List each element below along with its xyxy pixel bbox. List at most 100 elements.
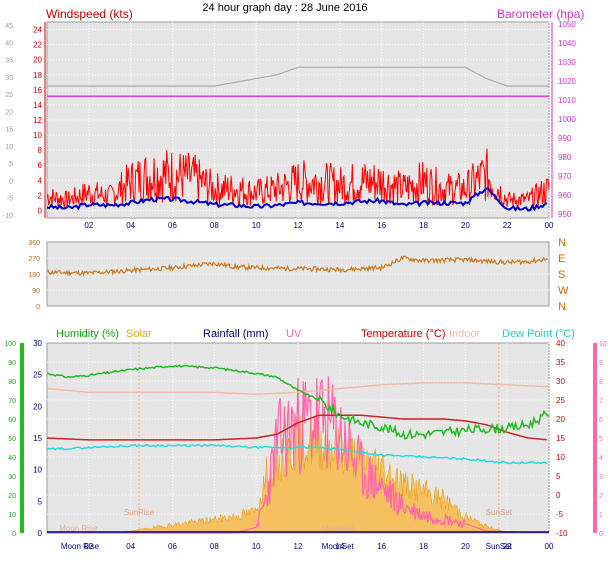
legend-dewpoint: Dew Point (°C) <box>502 328 575 340</box>
legend-indoor: Indoor <box>449 328 481 340</box>
uv-tick-label: 9 <box>599 360 603 367</box>
gust-tick-label: 30 <box>5 75 13 82</box>
x-tick-label: 18 <box>419 221 428 230</box>
direction-tick-label: 360 <box>28 240 40 247</box>
avg-windspeed-line <box>46 187 548 212</box>
humidity-axis-bar <box>20 343 24 533</box>
uv-tick-label: 0 <box>599 531 603 538</box>
rain-tick-label: 30 <box>33 339 42 348</box>
direction-compass-label: E <box>558 253 565 265</box>
x-tick-label: 06 <box>168 221 177 230</box>
x-tick-label: 16 <box>377 542 386 551</box>
rain-tick-label: 5 <box>38 497 43 506</box>
x-tick-label: 14 <box>335 542 344 551</box>
humidity-tick-label: 20 <box>8 493 16 500</box>
gust-tick-label: 0 <box>9 178 13 185</box>
x-moonset-label: MoonSet <box>322 542 355 551</box>
wind-tick-label: 20 <box>33 56 42 65</box>
temp-tick-label: 25 <box>556 396 565 405</box>
x-tick-label: 14 <box>335 221 344 230</box>
rain-tick-label: 20 <box>33 402 42 411</box>
gust-tick-label: 20 <box>5 109 13 116</box>
wind-axes: 242220181614121086420454035302520151050-… <box>3 20 576 230</box>
rain-tick-label: 25 <box>33 371 42 380</box>
sunset-label: SunSet <box>486 508 513 517</box>
gust-tick-label: 15 <box>5 127 13 134</box>
uv-tick-label: 1 <box>599 512 603 519</box>
uv-tick-label: 8 <box>599 379 603 386</box>
wind-tick-label: 12 <box>33 116 42 125</box>
rain-tick-label: 0 <box>38 529 43 538</box>
gust-line <box>47 66 549 87</box>
direction-compass-label: N <box>558 301 566 313</box>
direction-compass-label: N <box>558 237 566 249</box>
uv-tick-label: 2 <box>599 493 603 500</box>
rain-tick-label: 15 <box>33 434 42 443</box>
x-tick-label: 22 <box>503 542 512 551</box>
direction-plot-area <box>46 241 550 307</box>
x-tick-label: 04 <box>126 221 135 230</box>
uv-tick-label: 7 <box>599 398 603 405</box>
dewpoint-line <box>46 443 548 465</box>
x-tick-label: 08 <box>210 542 219 551</box>
rain-tick-label: 10 <box>33 466 42 475</box>
temp-tick-label: 5 <box>556 472 561 481</box>
x-tick-label: 00 <box>545 542 554 551</box>
x-moonrise-label: Moon Rise <box>61 542 100 551</box>
uv-tick-label: 4 <box>599 455 603 462</box>
gust-tick-label: -10 <box>3 213 13 220</box>
direction-series <box>46 255 549 277</box>
uv-line <box>47 376 548 534</box>
wind-tick-label: 14 <box>33 101 42 110</box>
wind-tick-label: 22 <box>33 41 42 50</box>
wind-tick-label: 8 <box>38 146 43 155</box>
legend-uv: UV <box>286 328 302 340</box>
x-sunset-label: SunSet <box>486 542 513 551</box>
humidity-tick-label: 100 <box>4 341 16 348</box>
uv-tick-label: 6 <box>599 417 603 424</box>
gust-tick-label: 25 <box>5 92 13 99</box>
weather-series: SunRise SunSet Moon Rise MoonSet <box>46 343 550 534</box>
gust-tick-label: 40 <box>5 40 13 47</box>
gust-tick-label: 35 <box>5 58 13 65</box>
uv-tick-label: 5 <box>599 436 603 443</box>
x-tick-label: 18 <box>419 542 428 551</box>
humidity-tick-label: 80 <box>8 379 16 386</box>
temp-tick-label: 0 <box>556 491 561 500</box>
x-tick-label: 12 <box>294 542 303 551</box>
page-title: 24 hour graph day : 28 June 2016 <box>202 2 367 14</box>
barometer-tick-label: 1040 <box>558 39 576 48</box>
x-tick-label: 08 <box>210 221 219 230</box>
x-tick-label: 00 <box>545 221 554 230</box>
gust-tick-label: 45 <box>5 23 13 30</box>
wind-tick-label: 0 <box>38 206 43 215</box>
x-tick-label: 06 <box>168 542 177 551</box>
humidity-line <box>46 364 550 441</box>
temp-tick-label: -5 <box>556 510 564 519</box>
direction-line <box>46 255 549 277</box>
legend-rainfall: Rainfall (mm) <box>203 328 268 340</box>
barometer-tick-label: 990 <box>558 134 572 143</box>
wind-tick-label: 16 <box>33 86 42 95</box>
moonrise-label: Moon Rise <box>59 524 98 533</box>
direction-compass-label: W <box>558 285 569 297</box>
x-tick-label: 10 <box>252 221 261 230</box>
legend-solar: Solar <box>126 328 152 340</box>
wind-tick-label: 2 <box>38 191 43 200</box>
humidity-tick-label: 90 <box>8 360 16 367</box>
humidity-tick-label: 40 <box>8 455 16 462</box>
uv-tick-label: 3 <box>599 474 603 481</box>
legend-temperature: Temperature (°C) <box>361 328 445 340</box>
temperature-line <box>46 414 547 441</box>
x-tick-label: 12 <box>294 221 303 230</box>
temp-tick-label: 35 <box>556 358 565 367</box>
direction-tick-label: 180 <box>28 272 40 279</box>
uv-axis-bar <box>593 343 597 533</box>
direction-tick-label: 90 <box>32 288 40 295</box>
barometer-tick-label: 970 <box>558 172 572 181</box>
weather-legend: Humidity (%) Solar Rainfall (mm) UV Temp… <box>56 328 575 340</box>
barometer-tick-label: 980 <box>558 153 572 162</box>
x-tick-label: 02 <box>84 221 93 230</box>
